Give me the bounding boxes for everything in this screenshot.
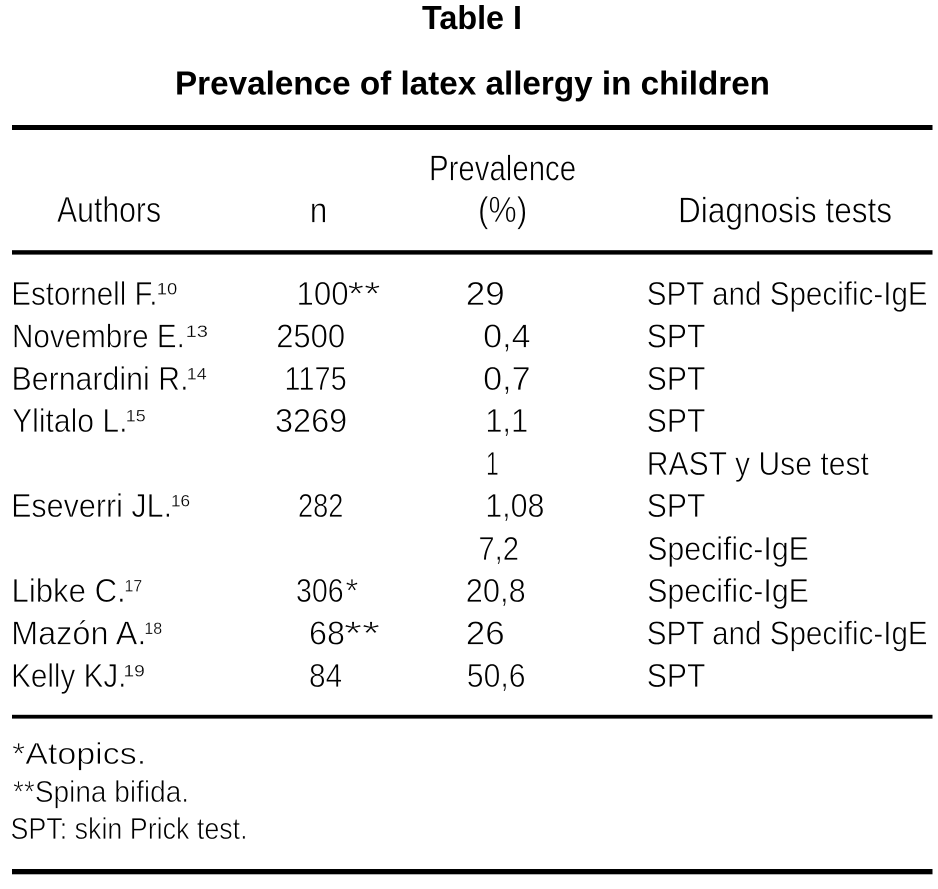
svg-text:306: 306	[296, 572, 344, 609]
svg-text:Specific-IgE: Specific-IgE	[647, 572, 809, 609]
svg-text:0,7: 0,7	[483, 360, 530, 397]
svg-text:Mazón A.: Mazón A.	[11, 615, 146, 652]
svg-text:84: 84	[309, 657, 342, 694]
svg-text:1175: 1175	[284, 360, 346, 397]
svg-text:2500: 2500	[276, 318, 345, 355]
svg-text:1,1: 1,1	[485, 402, 528, 439]
svg-text:Bernardini R.: Bernardini R.	[12, 360, 189, 397]
svg-text:Novembre E.: Novembre E.	[12, 318, 185, 355]
svg-text:(%): (%)	[478, 189, 527, 230]
svg-text:10: 10	[157, 280, 178, 298]
svg-text:SPT: SPT	[647, 657, 706, 694]
svg-text:Libke C.: Libke C.	[12, 572, 126, 609]
svg-text:50,6: 50,6	[467, 657, 526, 694]
svg-text:Eseverri JL.: Eseverri JL.	[11, 487, 172, 524]
svg-text:Ylitalo L.: Ylitalo L.	[12, 402, 127, 439]
svg-text:**: **	[344, 615, 380, 652]
svg-text:n: n	[310, 190, 328, 231]
svg-text:SPT and Specific-IgE: SPT and Specific-IgE	[647, 615, 928, 652]
svg-text:*Atopics.: *Atopics.	[12, 737, 146, 771]
svg-text:RAST y Use test: RAST y Use test	[647, 445, 869, 482]
svg-text:Table I: Table I	[422, 0, 522, 37]
svg-text:282: 282	[298, 487, 343, 524]
svg-text:26: 26	[466, 615, 505, 652]
svg-text:68: 68	[309, 615, 345, 652]
svg-text:Prevalence of latex allergy in: Prevalence of latex allergy in children	[175, 66, 770, 103]
svg-text:100: 100	[297, 275, 349, 312]
svg-text:*: *	[346, 572, 359, 609]
svg-text:**Spina bifida.: **Spina bifida.	[13, 775, 189, 809]
svg-text:SPT: SPT	[647, 360, 706, 397]
svg-text:SPT: SPT	[647, 402, 706, 439]
svg-text:7,2: 7,2	[478, 530, 519, 567]
svg-text:13: 13	[186, 323, 208, 341]
svg-text:Kelly KJ.: Kelly KJ.	[11, 657, 126, 694]
svg-text:SPT: skin Prick test.: SPT: skin Prick test.	[11, 812, 248, 846]
svg-text:19: 19	[124, 662, 145, 680]
svg-text:SPT: SPT	[647, 318, 706, 355]
svg-text:14: 14	[187, 365, 207, 383]
svg-text:20,8: 20,8	[466, 572, 526, 609]
svg-text:0,4: 0,4	[483, 318, 530, 355]
svg-text:SPT: SPT	[647, 487, 706, 524]
svg-text:29: 29	[466, 275, 505, 312]
svg-text:Estornell F.: Estornell F.	[11, 275, 157, 312]
svg-text:**: **	[348, 275, 381, 312]
svg-text:Prevalence: Prevalence	[429, 147, 576, 188]
svg-text:15: 15	[126, 407, 146, 425]
svg-text:1,08: 1,08	[485, 487, 544, 524]
svg-text:17: 17	[125, 577, 143, 595]
svg-text:Authors: Authors	[57, 189, 161, 230]
svg-text:18: 18	[144, 620, 162, 638]
svg-text:3269: 3269	[275, 402, 347, 439]
svg-text:Specific-IgE: Specific-IgE	[647, 530, 809, 567]
svg-text:SPT and Specific-IgE: SPT and Specific-IgE	[647, 275, 928, 312]
svg-text:Diagnosis tests: Diagnosis tests	[678, 189, 892, 230]
svg-text:1: 1	[486, 445, 499, 482]
svg-text:16: 16	[171, 492, 190, 510]
